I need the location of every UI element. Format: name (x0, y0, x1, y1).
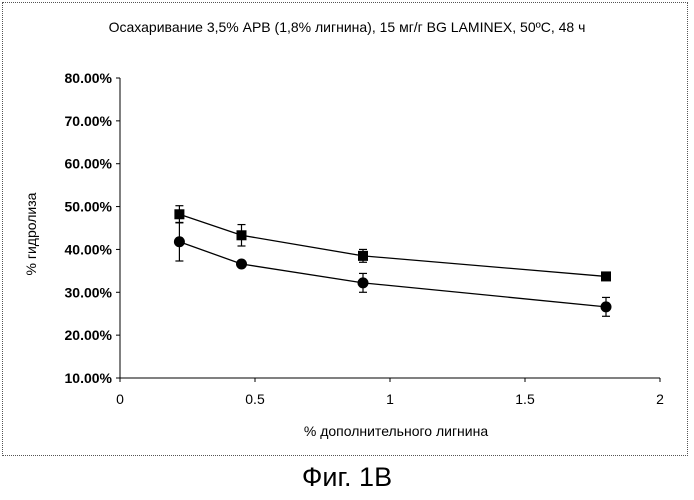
figure-caption: Фиг. 1В (0, 462, 694, 493)
series-line-2 (179, 242, 606, 307)
data-point-circle (174, 236, 185, 247)
x-tick-label: 0 (116, 391, 124, 407)
y-tick-label: 30.00% (65, 284, 113, 300)
data-point-square (358, 251, 368, 261)
y-tick-label: 20.00% (65, 327, 113, 343)
plot-area: 10.00% 20.00% 30.00% 40.00% 50.00% 60.00% 70.0… (0, 0, 694, 460)
x-axis-label: % дополнительного лигнина (304, 423, 488, 439)
y-tick-label: 80.00% (65, 70, 113, 86)
data-point-circle (236, 259, 247, 270)
x-tick-label: 0.5 (245, 391, 265, 407)
y-tick-label: 10.00% (65, 370, 113, 386)
y-axis-label: % гидролиза (23, 192, 39, 275)
data-point-square (237, 230, 247, 240)
y-tick-label: 40.00% (65, 241, 113, 257)
data-point-circle (601, 301, 612, 312)
y-tick-label: 60.00% (65, 156, 113, 172)
data-point-circle (358, 277, 369, 288)
y-tick-label: 50.00% (65, 199, 113, 215)
x-tick-label: 1.5 (515, 391, 535, 407)
x-tick-label: 2 (656, 391, 664, 407)
x-tick-label: 1 (386, 391, 394, 407)
y-tick-label: 70.00% (65, 113, 113, 129)
data-point-square (174, 209, 184, 219)
data-point-square (601, 271, 611, 281)
